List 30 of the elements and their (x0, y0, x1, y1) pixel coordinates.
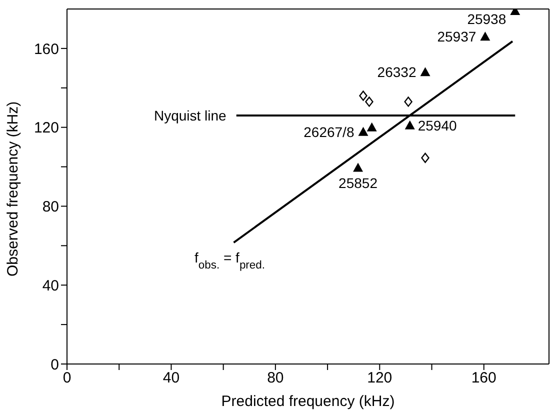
point (404, 96, 412, 107)
point (359, 90, 368, 101)
point (480, 32, 490, 41)
annotation: 25940 (418, 117, 458, 134)
point (420, 67, 430, 76)
y-tick-label: 160 (34, 40, 59, 58)
point (353, 162, 364, 172)
series-label: Nyquist line (154, 108, 227, 124)
point (365, 96, 374, 107)
point (358, 126, 368, 136)
point (366, 122, 377, 132)
x-tick-label: 0 (62, 370, 72, 387)
point (421, 152, 430, 164)
annotation: 26267/8 (304, 124, 354, 140)
annotation: 25937 (437, 28, 476, 45)
x-tick-label: 120 (367, 370, 392, 387)
x-tick-label: 80 (267, 370, 284, 387)
x-tick-label: 40 (162, 370, 180, 387)
annotation: 25938 (467, 10, 506, 27)
y-tick-label: 40 (42, 277, 59, 294)
y-tick-label: 120 (34, 120, 59, 137)
annotation: 25852 (338, 174, 378, 191)
annotation: 26332 (377, 64, 416, 80)
annotation: f$_{obs.}$ = f$_{pred.}$ (194, 250, 265, 272)
x-axis-title: Predicted frequency (kHz) (221, 393, 395, 410)
x-tick-label: 160 (471, 370, 496, 387)
point (404, 120, 415, 130)
y-tick-label: 0 (50, 356, 59, 374)
y-axis-title: Observed frequency (kHz) (4, 101, 22, 276)
y-tick-label: 80 (42, 198, 59, 216)
